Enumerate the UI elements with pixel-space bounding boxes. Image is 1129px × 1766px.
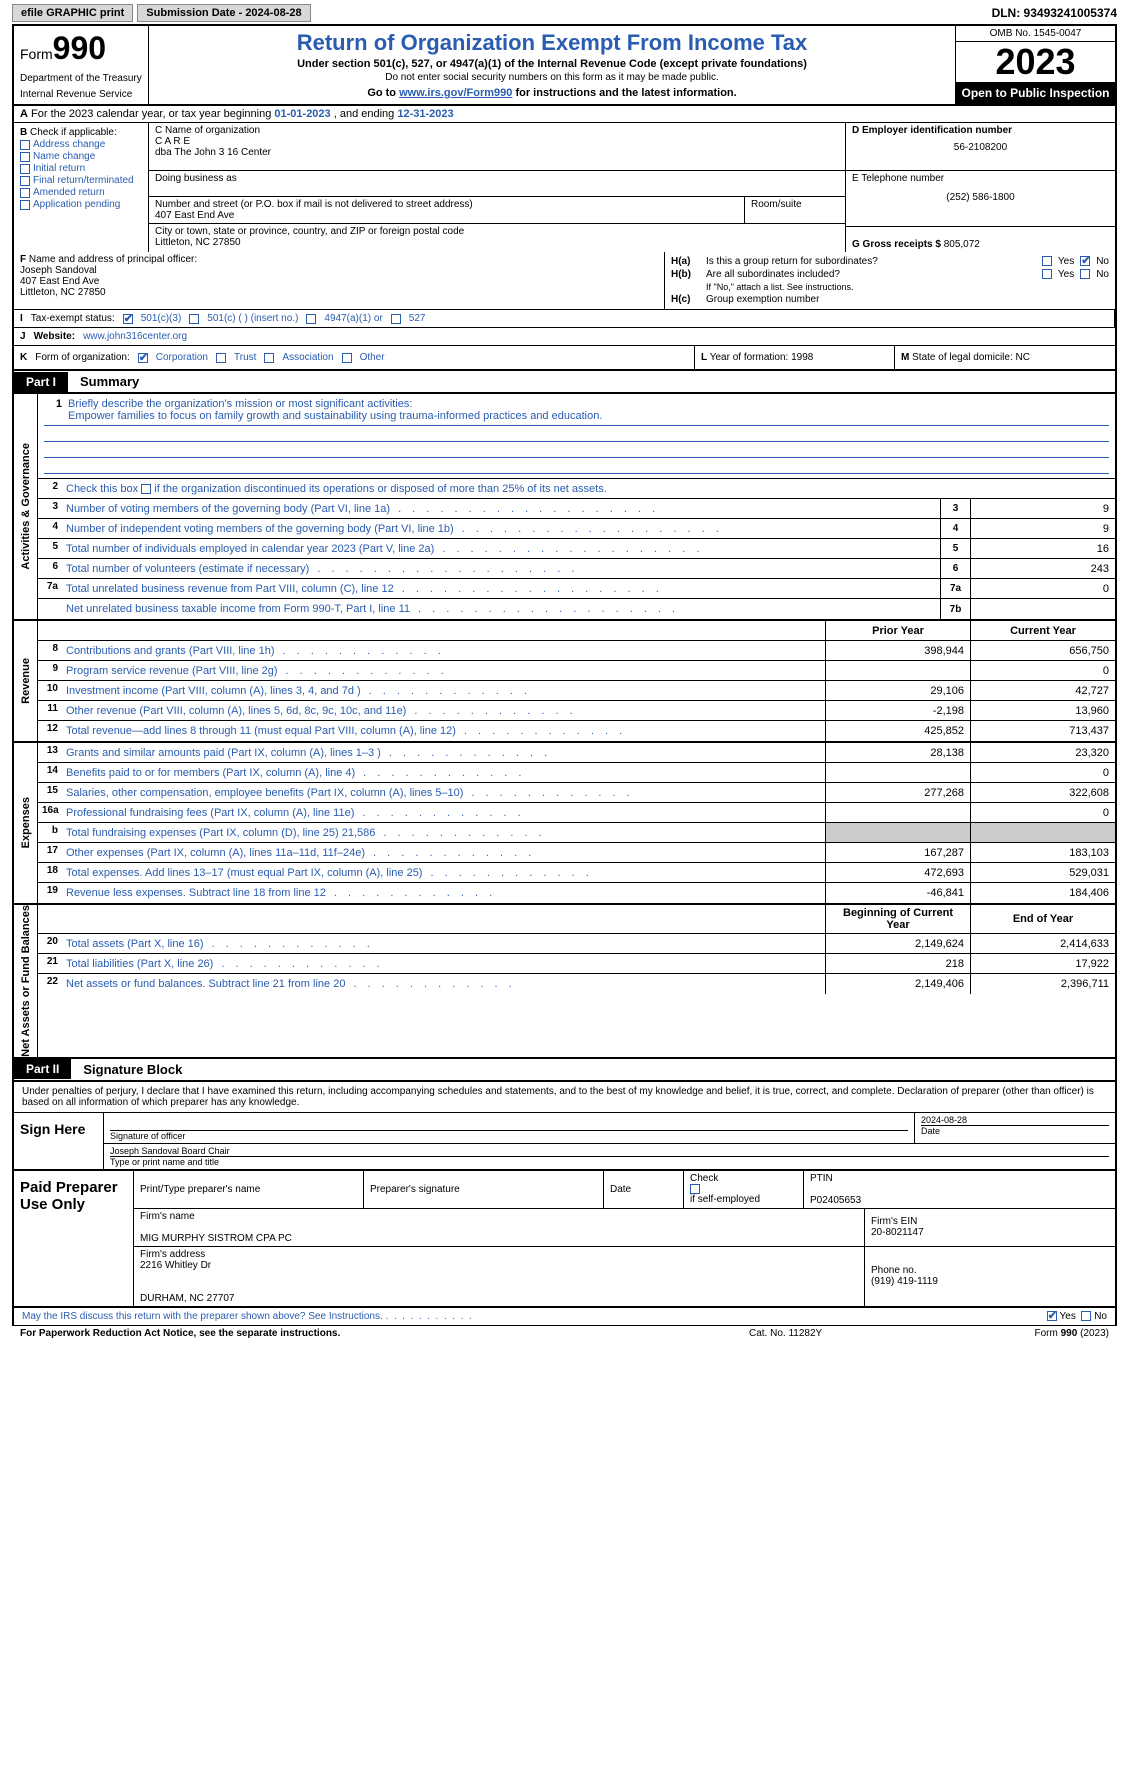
ptin-value: P02405653 — [810, 1195, 1109, 1206]
cat-number: Cat. No. 11282Y — [749, 1328, 949, 1339]
beginning-year-header: Beginning of Current Year — [825, 905, 970, 933]
form-title: Return of Organization Exempt From Incom… — [157, 30, 947, 56]
city-label: City or town, state or province, country… — [155, 226, 839, 237]
sig-date: 2024-08-28 — [921, 1115, 1109, 1125]
ha-yes-checkbox[interactable] — [1042, 256, 1052, 266]
checkbox-amended-return[interactable] — [20, 188, 30, 198]
sig-date-label: Date — [921, 1125, 1109, 1136]
part1-header: Part I Summary — [12, 371, 1117, 394]
dln: DLN: 93493241005374 — [992, 6, 1117, 20]
gross-label: G Gross receipts $ — [852, 239, 941, 250]
room-suite-label: Room/suite — [745, 197, 845, 223]
form-number: 990 — [53, 30, 106, 66]
sign-here-label: Sign Here — [14, 1113, 104, 1169]
irs-link[interactable]: www.irs.gov/Form990 — [399, 87, 512, 99]
prep-date-label: Date — [604, 1171, 684, 1208]
form-prefix: Form — [20, 46, 53, 62]
open-inspection: Open to Public Inspection — [956, 82, 1115, 104]
checkbox-name-change[interactable] — [20, 152, 30, 162]
phone-label: E Telephone number — [852, 173, 1109, 184]
efile-button[interactable]: efile GRAPHIC print — [12, 4, 133, 22]
officer-addr2: Littleton, NC 27850 — [20, 287, 106, 298]
527-checkbox[interactable] — [391, 314, 401, 324]
addr-value: 407 East End Ave — [155, 210, 738, 221]
firm-ein: 20-8021147 — [871, 1227, 1109, 1238]
name-title-label: Type or print name and title — [110, 1156, 1109, 1167]
firm-name: MIG MURPHY SISTROM CPA PC — [140, 1233, 858, 1244]
org-name-label: C Name of organization — [155, 125, 839, 136]
gross-value: 805,072 — [944, 239, 980, 250]
instructions-link-line: Go to www.irs.gov/Form990 for instructio… — [157, 87, 947, 99]
row-a-tax-year: A For the 2023 calendar year, or tax yea… — [12, 106, 1117, 123]
vlabel-revenue: Revenue — [14, 621, 38, 741]
vlabel-governance: Activities & Governance — [14, 394, 38, 619]
ssn-warning: Do not enter social security numbers on … — [157, 72, 947, 83]
prior-year-header: Prior Year — [825, 621, 970, 640]
city-value: Littleton, NC 27850 — [155, 237, 839, 248]
checkbox-initial-return[interactable] — [20, 164, 30, 174]
firm-addr1: 2216 Whitley Dr — [140, 1260, 858, 1271]
officer-name-title: Joseph Sandoval Board Chair — [110, 1146, 1109, 1156]
dba-label: Doing business as — [155, 173, 839, 184]
website-value: www.john316center.org — [83, 331, 187, 342]
checkbox-final-return[interactable] — [20, 176, 30, 186]
self-employed-checkbox[interactable] — [690, 1184, 700, 1194]
hb-no-checkbox[interactable] — [1080, 269, 1090, 279]
hb-yes-checkbox[interactable] — [1042, 269, 1052, 279]
part2-header: Part II Signature Block — [12, 1059, 1117, 1082]
paperwork-notice: For Paperwork Reduction Act Notice, see … — [20, 1328, 749, 1339]
form-footer: Form 990 (2023) — [949, 1328, 1109, 1339]
current-year-header: Current Year — [970, 621, 1115, 640]
firm-phone: (919) 419-1119 — [871, 1276, 1109, 1287]
assoc-checkbox[interactable] — [264, 353, 274, 363]
mission-text: Empower families to focus on family grow… — [44, 410, 1109, 426]
irs-label: Internal Revenue Service — [20, 89, 142, 100]
officer-addr1: 407 East End Ave — [20, 276, 99, 287]
4947-checkbox[interactable] — [306, 314, 316, 324]
trust-checkbox[interactable] — [216, 353, 226, 363]
hb-note: If "No," attach a list. See instructions… — [671, 282, 1109, 292]
dept-treasury: Department of the Treasury — [20, 73, 142, 84]
corp-checkbox[interactable] — [138, 353, 148, 363]
501c-checkbox[interactable] — [189, 314, 199, 324]
may-discuss-text: May the IRS discuss this return with the… — [22, 1311, 383, 1322]
addr-label: Number and street (or P.O. box if mail i… — [155, 199, 738, 210]
officer-name: Joseph Sandoval — [20, 265, 97, 276]
org-dba: dba The John 3 16 Center — [155, 147, 839, 158]
sig-officer-label: Signature of officer — [110, 1130, 908, 1141]
tax-year: 2023 — [956, 42, 1115, 82]
vlabel-net-assets: Net Assets or Fund Balances — [14, 905, 38, 1057]
ein-value: 56-2108200 — [852, 142, 1109, 153]
submission-date: Submission Date - 2024-08-28 — [137, 4, 310, 22]
form-header: Form990 Department of the Treasury Inter… — [12, 24, 1117, 106]
perjury-statement: Under penalties of perjury, I declare th… — [12, 1082, 1117, 1112]
ha-no-checkbox[interactable] — [1080, 256, 1090, 266]
ein-label: D Employer identification number — [852, 125, 1109, 136]
may-yes-checkbox[interactable] — [1047, 1311, 1057, 1321]
phone-value: (252) 586-1800 — [852, 192, 1109, 203]
preparer-name-label: Print/Type preparer's name — [134, 1171, 364, 1208]
form-subtitle: Under section 501(c), 527, or 4947(a)(1)… — [157, 58, 947, 70]
paid-preparer-label: Paid Preparer Use Only — [14, 1171, 134, 1306]
checkbox-application-pending[interactable] — [20, 200, 30, 210]
omb-number: OMB No. 1545-0047 — [956, 26, 1115, 42]
other-checkbox[interactable] — [342, 353, 352, 363]
line2-checkbox[interactable] — [141, 484, 151, 494]
preparer-sig-label: Preparer's signature — [364, 1171, 604, 1208]
org-name: C A R E — [155, 136, 839, 147]
col-b-checkboxes: B Check if applicable: Address change Na… — [14, 123, 149, 252]
top-bar: efile GRAPHIC print Submission Date - 20… — [12, 4, 1117, 22]
501c3-checkbox[interactable] — [123, 314, 133, 324]
vlabel-expenses: Expenses — [14, 743, 38, 903]
checkbox-address-change[interactable] — [20, 140, 30, 150]
end-year-header: End of Year — [970, 905, 1115, 933]
firm-addr2: DURHAM, NC 27707 — [140, 1293, 858, 1304]
may-no-checkbox[interactable] — [1081, 1311, 1091, 1321]
